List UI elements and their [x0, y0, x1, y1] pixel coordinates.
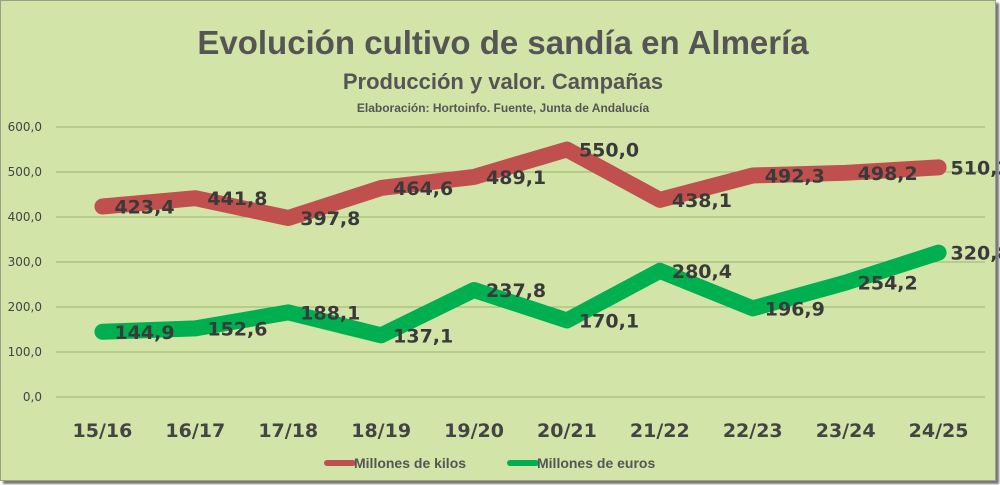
series-line-euros [94, 244, 947, 344]
data-label: 550,0 [579, 140, 639, 162]
x-tick-label: 18/19 [351, 420, 411, 442]
data-point [751, 307, 754, 310]
x-tick-label: 19/20 [444, 420, 504, 442]
data-label: 397,8 [300, 208, 360, 230]
data-point [658, 269, 661, 272]
x-tick-label: 24/25 [909, 420, 969, 442]
data-label: 423,4 [114, 196, 174, 218]
data-point [287, 216, 290, 219]
data-label: 441,8 [207, 188, 267, 210]
data-label: 254,2 [858, 273, 918, 295]
x-tick-label: 17/18 [258, 420, 318, 442]
data-label: 492,3 [765, 165, 825, 187]
data-label: 170,1 [579, 310, 639, 332]
y-tick-label: 600,0 [8, 120, 42, 134]
data-label: 137,1 [393, 325, 453, 347]
data-point [473, 288, 476, 291]
y-tick-label: 400,0 [8, 210, 42, 224]
data-point [658, 198, 661, 201]
data-label: 489,1 [486, 167, 546, 189]
data-point [565, 148, 568, 151]
x-tick-label: 20/21 [537, 420, 597, 442]
data-label: 152,6 [207, 318, 267, 340]
data-label: 510,2 [951, 157, 1000, 179]
legend-label: Millones de euros [537, 455, 655, 471]
data-point [287, 311, 290, 314]
y-tick-label: 200,0 [8, 300, 42, 314]
data-label: 438,1 [672, 190, 732, 212]
x-tick-label: 15/16 [73, 420, 133, 442]
series-line-kilos [94, 141, 947, 226]
legend-label: Millones de kilos [354, 455, 466, 471]
data-label: 464,6 [393, 178, 453, 200]
data-point [194, 327, 197, 330]
data-point [844, 171, 847, 174]
chart-title: Evolución cultivo de sandía en Almería [197, 24, 809, 61]
y-tick-label: 100,0 [8, 345, 42, 359]
x-tick-label: 21/22 [630, 420, 690, 442]
data-point [380, 334, 383, 337]
data-label: 144,9 [114, 322, 174, 344]
data-point [101, 330, 104, 333]
x-tick-label: 23/24 [816, 420, 876, 442]
chart-subtitle: Producción y valor. Campañas [343, 69, 663, 94]
data-point [565, 319, 568, 322]
data-point [194, 197, 197, 200]
x-tick-label: 22/23 [723, 420, 783, 442]
data-label: 188,1 [300, 302, 360, 324]
y-tick-label: 500,0 [8, 165, 42, 179]
data-label: 237,8 [486, 280, 546, 302]
data-label: 320,8 [951, 243, 1000, 265]
data-point [844, 281, 847, 284]
y-tick-label: 0,0 [23, 390, 42, 404]
data-label: 498,2 [858, 163, 918, 185]
data-point [101, 205, 104, 208]
data-point [937, 166, 940, 169]
data-label: 196,9 [765, 298, 825, 320]
data-point [473, 175, 476, 178]
data-label: 280,4 [672, 261, 732, 283]
x-tick-label: 16/17 [165, 420, 225, 442]
chart-source: Elaboración: Hortoinfo. Fuente, Junta de… [357, 101, 650, 115]
data-point [751, 174, 754, 177]
y-tick-label: 300,0 [8, 255, 42, 269]
data-point [380, 186, 383, 189]
data-point [937, 251, 940, 254]
